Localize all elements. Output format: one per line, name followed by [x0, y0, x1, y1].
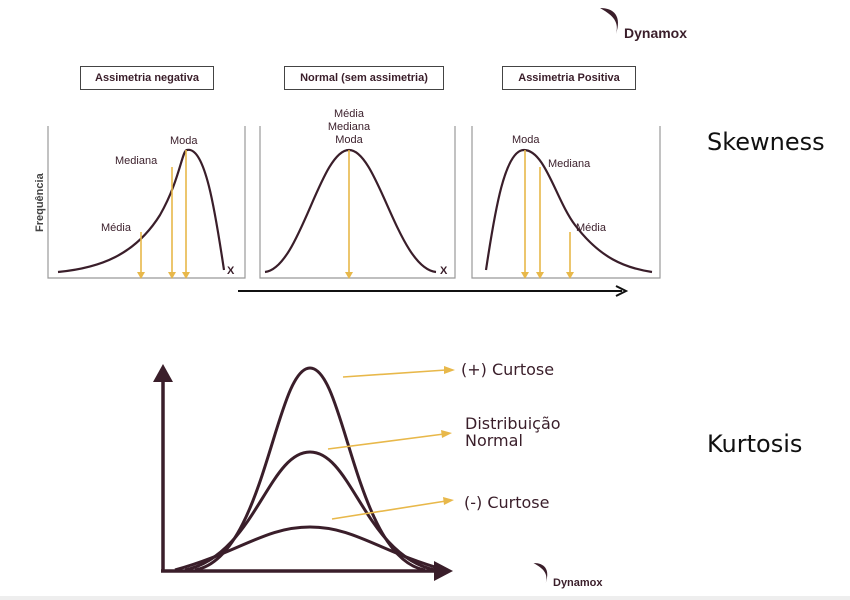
positive-skew-curve [484, 148, 653, 274]
y-axis-label: Frequência [34, 172, 46, 232]
pointer-positive-head [444, 366, 455, 374]
dynamox-logo-icon [600, 8, 619, 34]
pointer-normal-head [441, 430, 452, 438]
label-media-normal: Média [334, 108, 365, 120]
label-media-pos: Média [576, 222, 607, 234]
positive-kurtosis-curve [194, 366, 426, 572]
arrowhead-media-pos [566, 272, 574, 279]
pointer-normal [327, 433, 445, 450]
label-positive-kurtosis: (+) Curtose [461, 360, 555, 379]
label-moda-pos: Moda [512, 134, 540, 146]
arrowhead-media-neg [137, 272, 145, 279]
normal-distribution-curve [184, 450, 436, 572]
negative-skew-curve [57, 148, 226, 274]
panel-2-frame [259, 126, 456, 279]
negative-kurtosis-curve [174, 525, 446, 572]
label-mediana-pos: Mediana [548, 158, 591, 170]
dynamox-logo-bottom-icon [533, 563, 548, 583]
kurtosis-title: Kurtosis [707, 430, 803, 458]
arrowhead-moda-pos [521, 272, 529, 279]
pointer-negative [331, 500, 447, 520]
skewness-diagram: Frequência Moda Mediana Média X Média Me… [34, 108, 661, 297]
x-label-normal: X [440, 265, 448, 277]
label-moda-normal: Moda [335, 134, 363, 146]
label-mediana-neg: Mediana [115, 155, 158, 167]
brand-logo-bottom: Dynamox [553, 577, 603, 589]
panel-title-positive: Assimetria Positiva [502, 66, 636, 90]
pointer-negative-head [443, 497, 454, 505]
kurtosis-y-arrowhead [153, 364, 173, 382]
arrowhead-center-normal [345, 272, 353, 279]
label-normal-distribution-line1: Distribuição [465, 414, 561, 433]
arrowhead-mediana-neg [168, 272, 176, 279]
panel-title-negative: Assimetria negativa [80, 66, 214, 90]
label-normal-distribution-line2: Normal [465, 431, 523, 450]
panel-title-normal: Normal (sem assimetria) [284, 66, 444, 90]
brand-logo-top: Dynamox [624, 25, 688, 41]
x-label-neg: X [227, 265, 235, 277]
label-moda-neg: Moda [170, 135, 198, 147]
arrowhead-moda-neg [182, 272, 190, 279]
panel-1-frame [47, 126, 246, 279]
label-media-neg: Média [101, 222, 132, 234]
label-negative-kurtosis: (-) Curtose [464, 493, 550, 512]
label-mediana-normal: Mediana [328, 121, 371, 133]
bottom-divider [0, 596, 850, 600]
skewness-arrowhead [615, 285, 629, 297]
skewness-title: Skewness [707, 128, 825, 156]
pointer-positive [342, 369, 447, 378]
arrowhead-mediana-pos [536, 272, 544, 279]
panel-3-frame [471, 126, 661, 279]
